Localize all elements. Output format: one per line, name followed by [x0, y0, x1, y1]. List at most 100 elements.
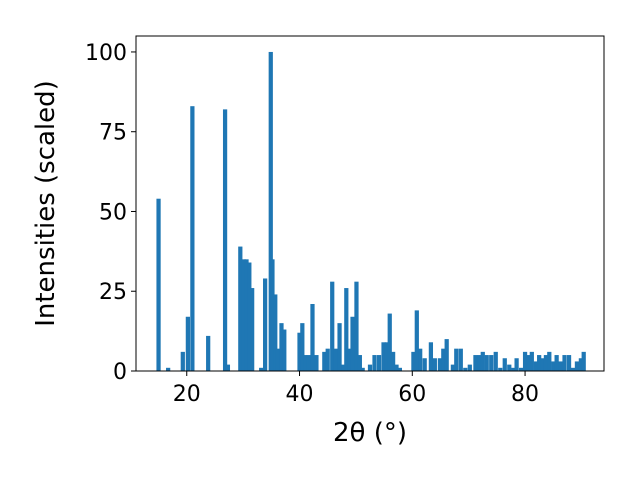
bar: [484, 355, 489, 371]
bar: [463, 367, 468, 371]
bar: [241, 259, 246, 371]
bar: [360, 367, 365, 371]
x-tick-label: 60: [398, 382, 426, 407]
bar: [337, 323, 342, 371]
bar: [551, 361, 556, 371]
bar: [529, 351, 534, 371]
bar: [354, 281, 359, 371]
bar: [344, 288, 349, 371]
bar: [578, 358, 583, 371]
y-tick-label: 0: [113, 360, 127, 385]
bar: [310, 304, 315, 371]
bar: [190, 106, 195, 371]
bar: [250, 288, 255, 371]
bar: [418, 348, 423, 371]
x-axis: 20 40 60 80: [173, 371, 539, 407]
bar: [268, 51, 273, 371]
bar: [180, 351, 185, 371]
bar: [222, 109, 228, 371]
bar: [437, 358, 443, 371]
bar: [206, 335, 211, 371]
bar: [489, 355, 494, 371]
bar: [432, 358, 437, 371]
bar: [526, 355, 531, 371]
bar: [275, 348, 281, 371]
bar: [507, 364, 512, 371]
bar: [480, 351, 485, 371]
bar: [341, 364, 346, 371]
x-tick-label: 20: [173, 382, 201, 407]
bar: [537, 355, 542, 371]
bar: [238, 246, 243, 371]
bar: [384, 342, 390, 371]
bar: [259, 367, 264, 371]
bar: [282, 329, 287, 371]
bar: [156, 198, 161, 371]
bar: [511, 367, 516, 371]
bar: [566, 355, 572, 371]
bar: [519, 367, 524, 371]
bar: [225, 364, 231, 371]
bar: [454, 348, 459, 371]
x-tick-label: 80: [511, 382, 539, 407]
bar: [558, 361, 563, 371]
bar: [514, 358, 519, 371]
bar: [450, 364, 455, 371]
bar: [522, 351, 528, 371]
y-tick-label: 75: [99, 121, 127, 146]
bar: [185, 316, 190, 371]
bar: [297, 332, 302, 371]
bar: [458, 348, 463, 371]
x-tick-label: 40: [286, 382, 314, 407]
bar: [502, 358, 507, 371]
bar: [547, 351, 552, 371]
bar: [350, 316, 355, 371]
bar: [279, 323, 284, 371]
y-tick-label: 25: [99, 280, 127, 305]
bar: [467, 364, 472, 371]
y-tick-label: 100: [85, 41, 127, 66]
bar: [367, 364, 373, 371]
bar: [414, 310, 419, 371]
bar: [422, 358, 427, 371]
bar: [306, 355, 311, 371]
bar: [247, 262, 252, 371]
bar: [554, 355, 559, 371]
bar: [428, 342, 434, 371]
bar: [347, 348, 352, 371]
bar: [498, 367, 503, 371]
bar: [381, 342, 386, 371]
bar: [303, 355, 308, 371]
bar: [300, 323, 305, 371]
plot-frame: [135, 35, 605, 372]
bar: [314, 355, 319, 371]
bar: [540, 358, 545, 371]
bar: [372, 355, 377, 371]
bar: [357, 355, 362, 371]
y-axis-label: Intensities (scaled): [31, 80, 61, 327]
bar: [270, 259, 275, 371]
x-axis-label: 2θ (°): [333, 418, 407, 448]
bar: [562, 355, 567, 371]
bar: [273, 294, 278, 371]
bar: [387, 313, 392, 371]
bar: [333, 348, 338, 371]
bar: [394, 364, 399, 371]
bar: [166, 367, 171, 371]
bar-series: [156, 51, 586, 371]
bar: [411, 351, 416, 371]
bar: [376, 355, 382, 371]
y-axis: 0 25 50 75 100: [85, 41, 136, 385]
bar: [493, 351, 498, 371]
bar: [330, 281, 335, 371]
bar: [397, 367, 402, 371]
bar: [391, 351, 396, 371]
bar: [244, 259, 249, 371]
bar: [570, 367, 576, 371]
bar: [473, 355, 478, 371]
bar: [444, 339, 449, 371]
bar: [322, 351, 327, 371]
bar: [477, 355, 482, 371]
bar: [325, 348, 330, 371]
